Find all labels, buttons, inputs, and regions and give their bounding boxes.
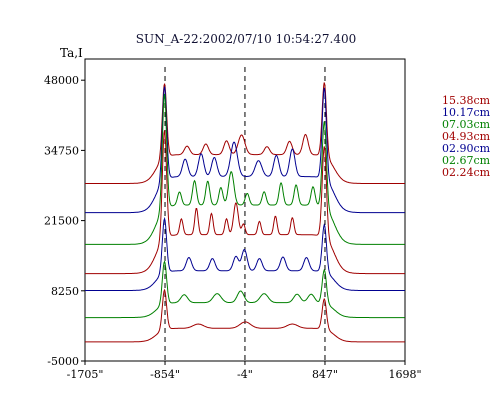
y-tick-label: 8250 [51, 285, 79, 298]
y-axis-label: Ta,I [60, 46, 83, 60]
series-line-0267cm [85, 260, 405, 319]
chart-title: SUN_A-22:2002/07/10 10:54:27.400 [136, 32, 356, 46]
y-tick-label: 48000 [44, 74, 79, 87]
series-line-1538cm [85, 82, 405, 184]
legend-entry: 07.03cm [442, 118, 491, 131]
x-tick-label: 1698" [388, 368, 421, 381]
x-tick-label: -1705" [67, 368, 104, 381]
series-line-0703cm [85, 93, 405, 245]
y-tick-label: 21500 [44, 215, 79, 228]
x-tick-label: -4" [237, 368, 253, 381]
plot-area: 48000 34750 21500 8250 -5000-1705" -854" -4" 84… [44, 58, 422, 381]
x-tick-label: 847" [312, 368, 338, 381]
y-tick-label: -5000 [47, 355, 79, 368]
series-line-0290cm [85, 216, 405, 291]
series-line-0224cm [85, 288, 405, 343]
legend-entry: 10.17cm [442, 106, 491, 119]
y-tick-label: 34750 [44, 144, 79, 157]
series-line-0493cm [85, 130, 405, 275]
legend-entry: 02.24cm [442, 166, 491, 179]
legend: 15.38cm10.17cm07.03cm04.93cm02.90cm02.67… [442, 94, 491, 179]
legend-entry: 02.67cm [442, 154, 491, 167]
legend-entry: 15.38cm [442, 94, 491, 107]
legend-entry: 02.90cm [442, 142, 491, 155]
x-tick-label: -854" [150, 368, 180, 381]
series-line-1017cm [85, 86, 405, 214]
legend-entry: 04.93cm [442, 130, 491, 143]
